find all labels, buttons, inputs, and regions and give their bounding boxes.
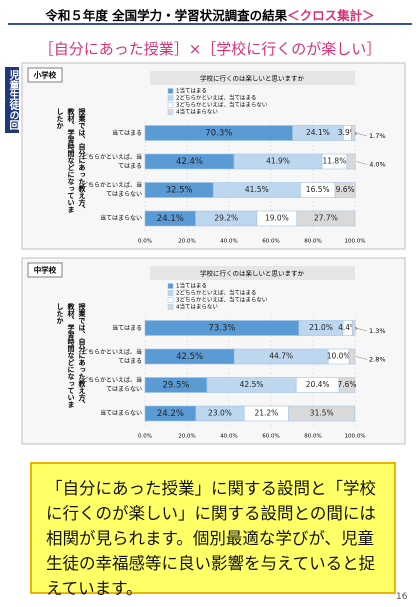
value-label: 2.8% [369,356,386,364]
legend-label: 1当てはまる [176,282,207,290]
legend-swatch [167,290,174,296]
value-label: 4.0% [369,161,386,169]
category-label: 当てはまらない [100,215,142,222]
legend-label: 4当てはまらない [176,303,218,311]
bar-segment [351,320,356,336]
legend-swatch [167,102,174,108]
value-label: 24.1% [157,214,184,224]
value-label: 20.4% [306,380,330,389]
value-label: 70.3% [205,129,232,139]
x-tick-label: 60.0% [262,434,279,440]
section-label: 中学校 [34,265,57,275]
section-box [27,67,63,83]
value-label: 29.2% [214,214,238,223]
bar-segment [288,405,356,422]
value-label: 44.7% [269,352,293,361]
legend-swatch [167,95,174,101]
legend-label: 3どちらかといえば、当てはまらない [176,296,268,304]
summary: 「自分にあった授業」に関する設問と「学校に行くのが楽しい」に関する設問との間には… [30,462,396,598]
value-label: 1.3% [369,327,386,335]
bar-segment [346,153,356,170]
chart-title: 学校に行くのは楽しいと思いますか [200,74,305,83]
value-label: 9.6% [336,185,355,194]
bar-segment [348,348,356,365]
value-label: 42.5% [176,352,203,362]
value-label: 11.8% [323,157,347,166]
value-label: 42.4% [176,157,203,167]
category-label: 当てはまる [112,129,142,137]
y-axis-label: 授業では、自分にあった教え方、教材、学習時間などになっていましたか [56,303,86,408]
value-label: 1.7% [369,132,386,140]
label-leader [355,132,368,137]
value-label: 73.3% [208,324,235,334]
x-tick-label: 80.0% [304,434,321,440]
legend-label: 1当てはまる [176,87,207,95]
header: 令和５年度 全国学力・学習状況調査の結果＜クロス集計＞ [0,5,420,24]
legend-label: 2どちらかといえば、当てはまる [176,94,256,102]
value-label: 24.1% [306,128,330,137]
legend-swatch [167,283,174,289]
subtitle: ［自分にあった授業］×［学校に行くのが楽しい］ [38,40,382,58]
legend-label: 2どちらかといえば、当てはまる [176,289,256,297]
x-tick-label: 100.0% [345,239,366,245]
x-tick-label: 80.0% [304,239,321,245]
page-number: 16 [396,592,408,602]
value-label: 10.0% [327,352,351,361]
value-label: 41.5% [245,185,269,194]
x-tick-label: 20.0% [178,239,195,245]
x-tick-label: 60.0% [262,239,279,245]
category-label: どちらかといえば、当てはまらない [81,377,142,393]
header-title: 令和５年度 全国学力・学習状況調査の結果 [45,8,288,23]
value-label: 19.0% [265,214,289,223]
value-label: 32.5% [166,186,193,196]
legend-swatch [167,88,174,94]
section-label: 小学校 [34,70,57,80]
value-label: 41.9% [266,157,290,166]
bar-segment [338,377,356,393]
value-label: 21.2% [254,409,278,418]
label-leader [355,356,368,360]
legend-swatch [167,304,174,310]
bar-segment [296,210,356,227]
value-label: 7.6% [337,380,356,389]
value-label: 24.2% [157,409,184,419]
value-label: 29.5% [162,381,189,391]
category-label: 当てはまる [112,324,142,332]
bar-segment [351,125,356,141]
x-tick-label: 100.0% [345,434,366,440]
value-label: 16.5% [306,185,330,194]
x-tick-label: 0.0% [138,434,152,440]
value-label: 31.5% [310,409,334,418]
category-label: どちらかといえば、当てはまる [81,153,142,170]
category-label: どちらかといえば、当てはまる [81,348,142,365]
value-label: 23.0% [208,409,232,418]
bar-segment [334,182,356,198]
category-label: どちらかといえば、当てはまらない [81,182,142,198]
category-label: 当てはまらない [100,410,142,417]
chart-title: 学校に行くのは楽しいと思いますか [200,269,305,278]
title-box [150,71,355,85]
value-label: 3.9% [338,128,357,137]
value-label: 4.4% [338,323,357,332]
side-label: 児童生徒の回答 [0,67,19,133]
value-label: 27.7% [314,214,338,223]
section-box [27,262,63,278]
y-axis-label: 授業では、自分にあった教え方、教材、学習時間などになっていましたか [56,108,86,213]
label-leader [356,161,368,165]
value-label: 42.5% [240,380,264,389]
x-tick-label: 20.0% [178,434,195,440]
title-box [150,266,355,280]
legend-swatch [167,109,174,115]
legend-swatch [167,297,174,303]
label-leader [355,327,368,332]
value-label: 21.0% [309,323,333,332]
x-tick-label: 40.0% [220,239,237,245]
x-tick-label: 0.0% [138,239,152,245]
legend-label: 4当てはまらない [176,108,218,116]
header-suffix: ＜クロス集計＞ [287,8,375,23]
legend-label: 3どちらかといえば、当てはまらない [176,101,268,109]
x-tick-label: 40.0% [220,434,237,440]
